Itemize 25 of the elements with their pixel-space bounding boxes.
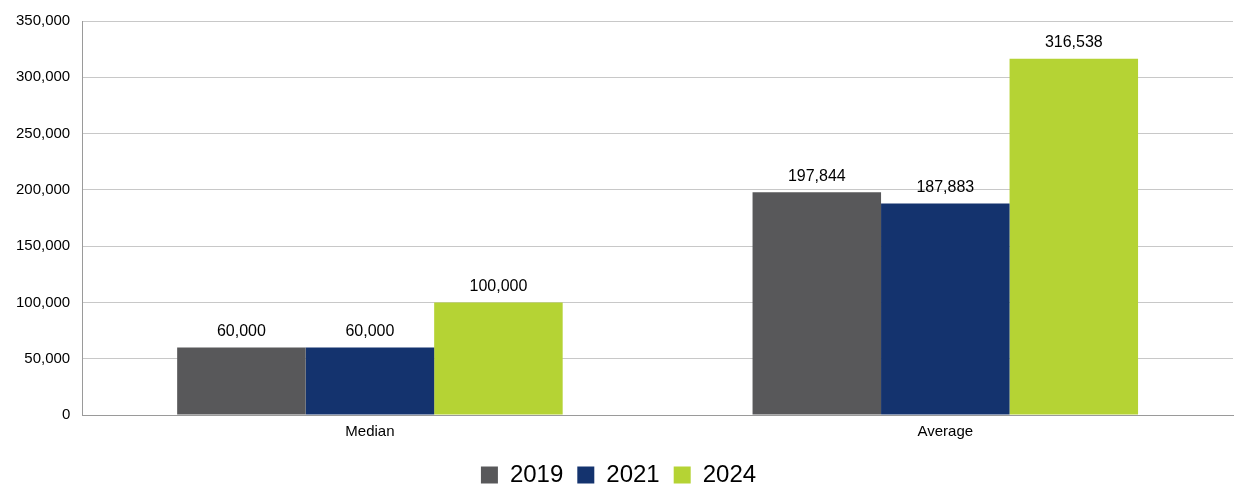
data-label: 316,538 <box>1044 33 1103 51</box>
legend-label: 2021 <box>606 459 660 487</box>
y-tick-label: 200,000 <box>15 180 71 197</box>
bar <box>177 347 306 415</box>
data-label: 187,883 <box>916 177 975 195</box>
y-tick-label: 150,000 <box>15 236 71 254</box>
y-tick-label: 0 <box>61 405 71 423</box>
bar <box>305 347 435 415</box>
x-tick-label: Median <box>345 422 395 440</box>
data-label: 197,844 <box>787 166 846 184</box>
data-label: 100,000 <box>469 276 528 294</box>
bar <box>752 192 882 415</box>
x-tick-label: Average <box>917 422 974 440</box>
data-label: 60,000 <box>216 321 266 339</box>
legend-label: 2024 <box>702 459 757 487</box>
y-tick-label: 350,000 <box>15 11 71 29</box>
data-label: 60,000 <box>345 321 395 339</box>
bar <box>1009 58 1139 415</box>
y-tick-label: 250,000 <box>15 123 71 141</box>
y-tick-label: 300,000 <box>15 67 71 85</box>
y-tick-label: 50,000 <box>24 348 71 366</box>
y-tick-label: 100,000 <box>15 292 71 310</box>
bar <box>881 203 1010 415</box>
legend-label: 2019 <box>509 459 564 487</box>
bar <box>434 302 563 415</box>
